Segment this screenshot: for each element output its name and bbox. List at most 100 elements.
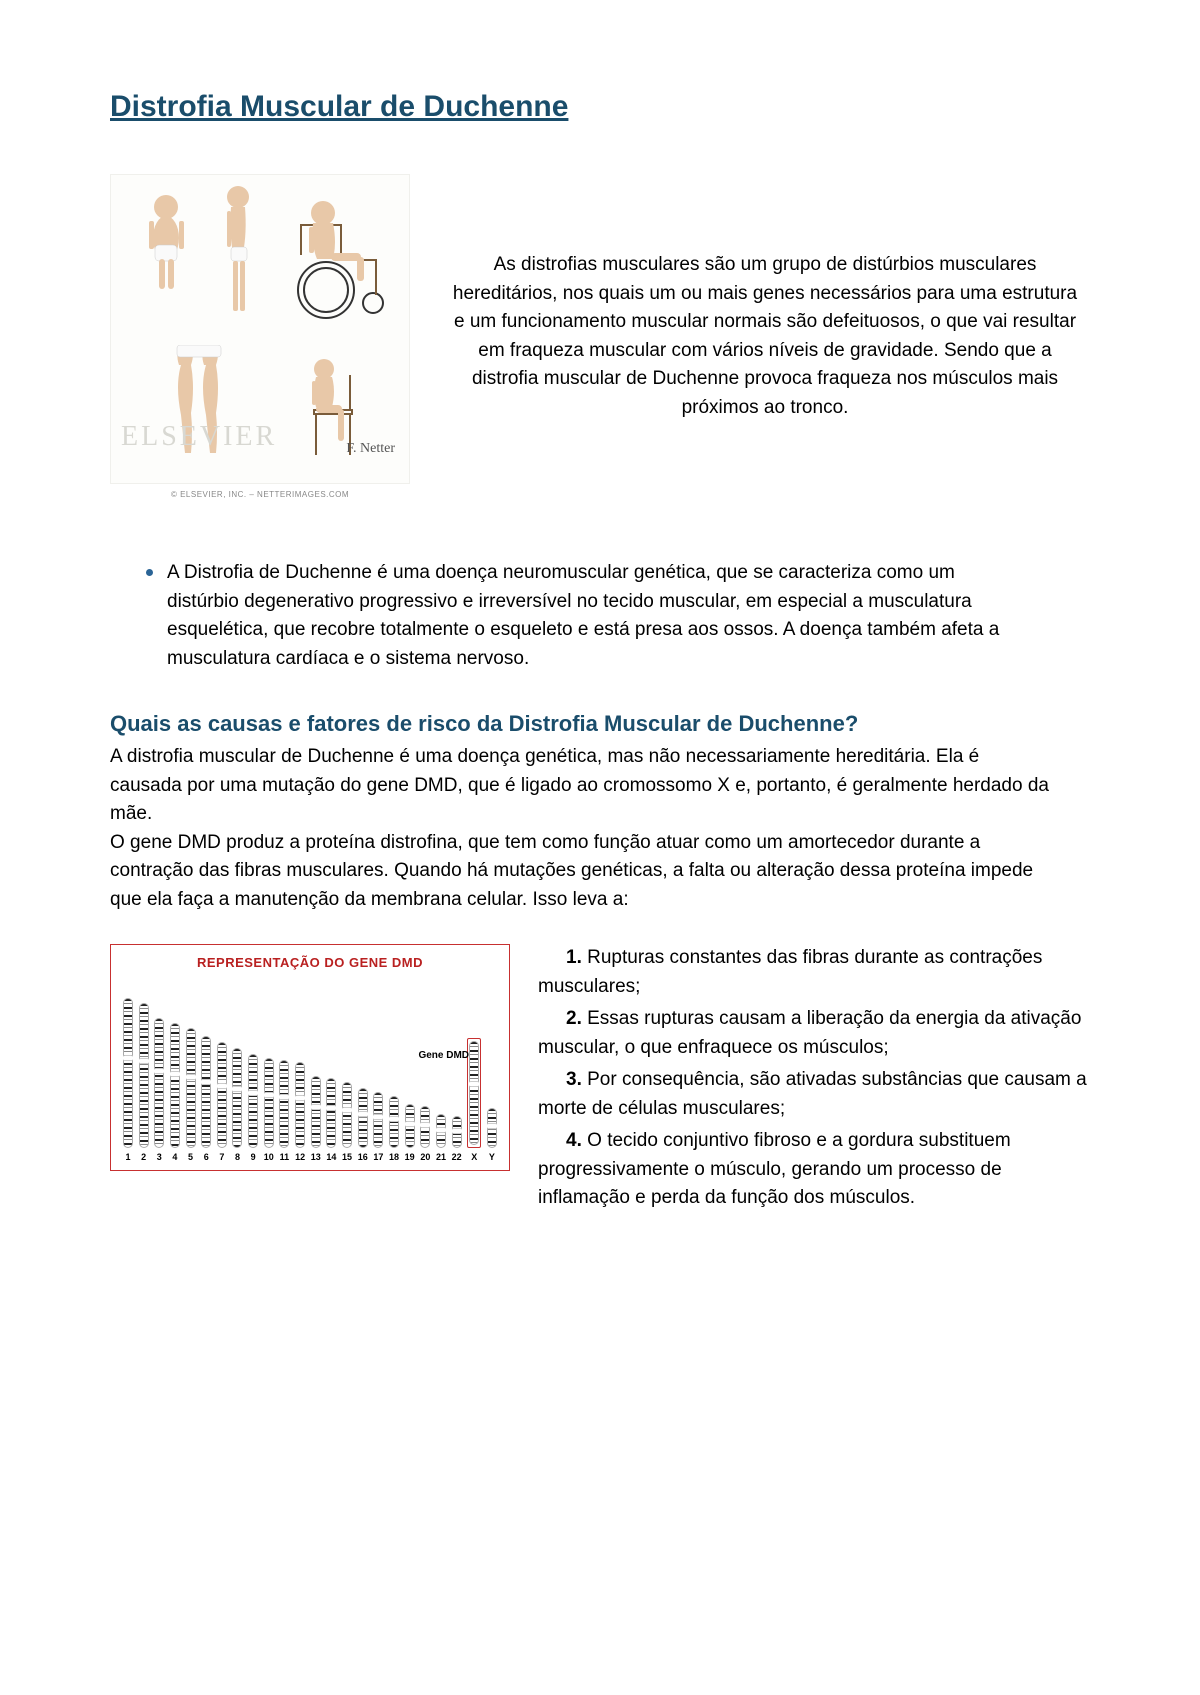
item-text: Por consequência, são ativadas substânci… — [538, 1069, 1087, 1119]
chromosome-label: 13 — [311, 1152, 321, 1162]
causes-paragraph-2: O gene DMD produz a proteína distrofina,… — [110, 829, 1050, 915]
chromosome-label: 10 — [264, 1152, 274, 1162]
chromosome-bar — [248, 1054, 258, 1148]
chromosome-1: 1 — [123, 998, 133, 1162]
chromosome-17: 17 — [373, 1092, 383, 1162]
chromosome-20: 20 — [420, 1106, 430, 1162]
chromosome-bar — [469, 1041, 479, 1145]
chromosome-label: X — [471, 1152, 477, 1162]
chromosome-label: 20 — [420, 1152, 430, 1162]
item-text: O tecido conjuntivo fibroso e a gordura … — [538, 1130, 1011, 1208]
intro-section: ELSEVIER F. Netter © ELSEVIER, INC. – NE… — [110, 174, 1090, 499]
toddler-figure-icon — [139, 193, 194, 303]
item-number: 1. — [566, 947, 582, 968]
chromosome-3: 3 — [154, 1018, 164, 1162]
page-title: Distrofia Muscular de Duchenne — [110, 90, 1090, 124]
chromosome-13: 13 — [311, 1076, 321, 1162]
chromosome-bar — [217, 1042, 227, 1148]
item-text: Rupturas constantes das fibras durante a… — [538, 947, 1042, 997]
gene-section: REPRESENTAÇÃO DO GENE DMD Gene DMD 12345… — [110, 944, 1090, 1217]
chromosome-bar — [358, 1088, 368, 1148]
chromosome-bar — [279, 1060, 289, 1148]
chromosome-12: 12 — [295, 1062, 305, 1162]
chromosome-2: 2 — [139, 1003, 149, 1162]
chromosome-19: 19 — [405, 1104, 415, 1162]
chromosome-label: Y — [489, 1152, 495, 1162]
consequence-item: 2. Essas rupturas causam a liberação da … — [538, 1005, 1090, 1062]
chromosome-4: 4 — [170, 1023, 180, 1162]
chromosome-label: 3 — [157, 1152, 162, 1162]
artist-signature: F. Netter — [346, 441, 395, 457]
definition-text: A Distrofia de Duchenne é uma doença neu… — [167, 559, 1026, 673]
chromosome-bar — [420, 1106, 430, 1148]
chromosome-11: 11 — [279, 1060, 289, 1162]
chromosome-bar — [139, 1003, 149, 1148]
chromosome-label: 4 — [172, 1152, 177, 1162]
chromosome-bar — [154, 1018, 164, 1148]
medical-illustration: ELSEVIER F. Netter — [110, 174, 410, 484]
chromosome-21: 21 — [436, 1114, 446, 1162]
chromosome-22: 22 — [452, 1116, 462, 1162]
chromosome-5: 5 — [186, 1028, 196, 1162]
chromosome-label: 11 — [280, 1152, 290, 1162]
chromosome-label: 12 — [295, 1152, 305, 1162]
medical-illustration-figure: ELSEVIER F. Netter © ELSEVIER, INC. – NE… — [110, 174, 410, 499]
chromosome-bar — [201, 1036, 211, 1148]
chromosome-label: 2 — [141, 1152, 146, 1162]
chromosome-label: 15 — [342, 1152, 352, 1162]
chromosome-7: 7 — [217, 1042, 227, 1162]
chromosome-bar — [342, 1082, 352, 1148]
consequence-item: 4. O tecido conjuntivo fibroso e a gordu… — [538, 1127, 1090, 1213]
chromosome-bar — [123, 998, 133, 1148]
chromosome-18: 18 — [389, 1096, 399, 1162]
intro-paragraph: As distrofias musculares são um grupo de… — [440, 251, 1090, 422]
wheelchair-child-figure-icon — [281, 185, 401, 325]
chromosome-bar — [264, 1058, 274, 1148]
chromosome-bar — [311, 1076, 321, 1148]
chromosome-label: 6 — [204, 1152, 209, 1162]
chromosome-8: 8 — [232, 1048, 242, 1162]
chromosome-10: 10 — [264, 1058, 274, 1162]
chromosome-label: 18 — [389, 1152, 399, 1162]
chromosome-bar — [452, 1116, 462, 1148]
chromosome-9: 9 — [248, 1054, 258, 1162]
chromosome-label: 8 — [235, 1152, 240, 1162]
chromosome-label: 7 — [219, 1152, 224, 1162]
chromosome-bar — [295, 1062, 305, 1148]
chromosome-label: 17 — [373, 1152, 383, 1162]
consequences-list: 1. Rupturas constantes das fibras durant… — [538, 944, 1090, 1217]
causes-heading: Quais as causas e fatores de risco da Di… — [110, 711, 1090, 737]
chromosome-bar — [373, 1092, 383, 1148]
item-number: 2. — [566, 1008, 582, 1029]
chromosome-16: 16 — [358, 1088, 368, 1162]
chromosome-label: 22 — [452, 1152, 462, 1162]
consequence-item: 1. Rupturas constantes das fibras durant… — [538, 944, 1090, 1001]
illustration-caption: © ELSEVIER, INC. – NETTERIMAGES.COM — [110, 490, 410, 499]
gene-figure-title: REPRESENTAÇÃO DO GENE DMD — [123, 955, 497, 970]
item-text: Essas rupturas causam a liberação da ene… — [538, 1008, 1081, 1058]
karyotype-diagram: Gene DMD 1234567891011121314151617181920… — [123, 982, 497, 1162]
bullet-dot-icon — [146, 569, 153, 576]
consequence-item: 3. Por consequência, são ativadas substâ… — [538, 1066, 1090, 1123]
chromosome-bar — [389, 1096, 399, 1148]
gene-dmd-figure: REPRESENTAÇÃO DO GENE DMD Gene DMD 12345… — [110, 944, 510, 1171]
chromosome-label: 9 — [251, 1152, 256, 1162]
chromosome-bar — [326, 1078, 336, 1148]
chromosome-X: X — [467, 1038, 481, 1162]
causes-section: Quais as causas e fatores de risco da Di… — [110, 711, 1090, 914]
chromosome-bar — [436, 1114, 446, 1148]
chromosome-bar — [186, 1028, 196, 1148]
chromosome-15: 15 — [342, 1082, 352, 1162]
chromosome-label: 16 — [358, 1152, 368, 1162]
chromosome-bar — [487, 1108, 497, 1148]
item-number: 3. — [566, 1069, 582, 1090]
gene-dmd-callout-label: Gene DMD — [418, 1050, 469, 1061]
chromosome-bar — [232, 1048, 242, 1148]
chromosome-bar — [170, 1023, 180, 1148]
causes-paragraph-1: A distrofia muscular de Duchenne é uma d… — [110, 743, 1050, 829]
item-number: 4. — [566, 1130, 582, 1151]
chromosome-label: 1 — [125, 1152, 130, 1162]
watermark-text: ELSEVIER — [121, 421, 277, 453]
definition-bullet: A Distrofia de Duchenne é uma doença neu… — [146, 559, 1026, 673]
chromosome-Y: Y — [487, 1108, 497, 1162]
